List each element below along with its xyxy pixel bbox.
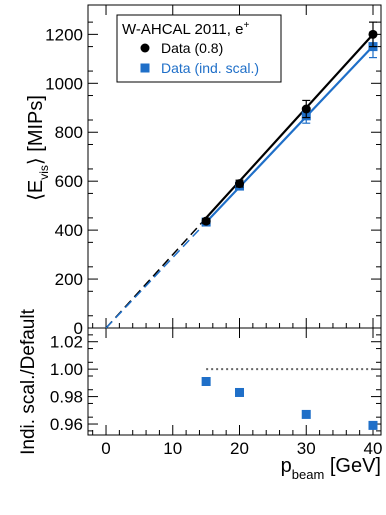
y-tick-label-bottom: 1.00 [50,360,83,379]
legend-header: W-AHCAL 2011, e+ [122,20,249,38]
legend-header-sup: + [243,20,249,31]
fit-line-solid-0 [205,33,374,219]
data-point-circle [368,29,378,39]
bottom-plot-frame [87,327,382,436]
y-tick-label: 800 [55,123,83,142]
y-tick-label: 200 [55,270,83,289]
data-point-circle [201,216,211,226]
x-tick-label: 10 [163,439,182,458]
legend: W-AHCAL 2011, e+ Data (0.8) Data (ind. s… [116,14,282,83]
x-tick-label: 40 [364,439,383,458]
data-point-circle [301,104,311,114]
legend-marker-data-08 [140,43,150,53]
bottom-plot: 0 10 20 30 40 0.96 0.98 1.00 1.02 [50,328,383,458]
x-tick-label: 30 [297,439,316,458]
y-tick-label: 600 [55,172,83,191]
ratio-point-square [235,387,245,397]
x-tick-label: 20 [230,439,249,458]
y-tick-label-bottom: 0.96 [50,415,83,434]
fit-line-dashed-1 [105,221,207,329]
x-axis-label: pbeam [GeV] [281,455,381,482]
ratio-point-square [301,409,311,419]
ratio-point-square [201,377,211,386]
y-tick-label: 0 [74,319,83,338]
legend-label-ind-scal: Data (ind. scal.) [161,60,259,76]
bottom-y-axis-label: Indi. scal./Default [18,308,39,454]
y-tick-label: 400 [55,221,83,240]
y-tick-label-bottom: 0.98 [50,388,83,407]
x-tick-label: 0 [101,439,110,458]
top-y-axis-label: ⟨Evis⟩ [MIPs] [25,95,51,201]
fit-line-dashed-0 [105,217,207,329]
y-tick-label: 1000 [45,74,83,93]
legend-label-data-08: Data (0.8) [161,40,223,56]
fit-line-solid-1 [205,45,374,224]
y-tick-label-bottom: 1.02 [50,333,83,352]
ratio-point-square [368,420,378,430]
y-tick-label: 1200 [45,25,83,44]
legend-marker-ind-scal [140,63,150,73]
top-plot: 0 200 400 600 800 1000 1200 [45,5,381,338]
data-point-circle [235,179,245,189]
